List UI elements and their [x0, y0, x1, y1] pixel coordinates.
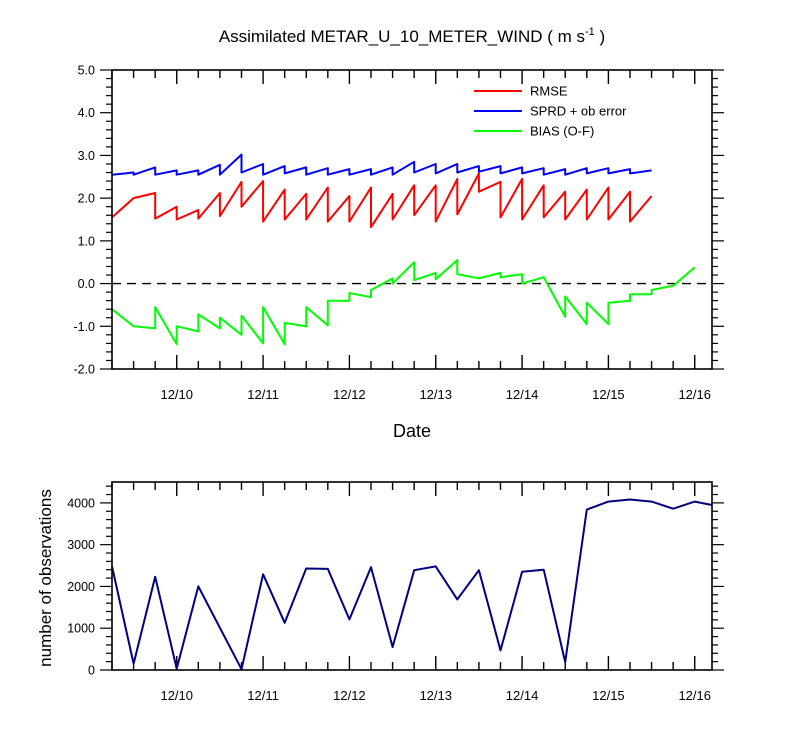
bottom-y-tick-label: 2000 — [67, 580, 95, 594]
bottom-x-tick-label: 12/15 — [592, 688, 625, 703]
top-x-tick-label: 12/16 — [678, 387, 711, 402]
bottom-x-tick-label: 12/16 — [678, 688, 711, 703]
bottom-chart-panel: 12/10 12/11 12/12 12/13 12/14 12/15 12/16 0 1000… — [36, 481, 724, 703]
top-y-tick-label: 5.0 — [78, 64, 95, 78]
chart-title: Assimilated METAR_U_10_METER_WIND ( m s-… — [219, 26, 605, 46]
top-plot-frame — [111, 69, 713, 370]
top-series-line-sprd-ob-error — [111, 153, 652, 176]
bottom-plot-frame — [111, 481, 713, 671]
top-y-tick-label: -1.0 — [73, 320, 95, 334]
bottom-y-axis-label: number of observations — [36, 489, 55, 667]
bottom-y-tick-label: 3000 — [67, 538, 95, 552]
top-x-tick-label: 12/14 — [506, 387, 539, 402]
top-x-tick-label: 12/10 — [160, 387, 193, 402]
top-series-line-bias-o-f — [111, 259, 696, 346]
top-y-tick-label: 3.0 — [78, 149, 95, 163]
top-y-tick-label: 2.0 — [78, 192, 95, 206]
bottom-y-tick-label: 0 — [88, 664, 95, 678]
bottom-x-tick-label: 12/12 — [333, 688, 366, 703]
top-x-tick-label: 12/13 — [419, 387, 452, 402]
legend-label-rmse: RMSE — [530, 84, 568, 99]
top-y-tick-label: 0.0 — [78, 277, 95, 291]
top-y-tick-label: 4.0 — [78, 106, 95, 120]
top-chart-panel: 12/10 12/11 12/12 12/13 12/14 12/15 12/16 -2.0 -… — [73, 64, 724, 441]
bottom-y-tick-label: 1000 — [67, 622, 95, 636]
legend-label-bias-o-f: BIAS (O-F) — [530, 124, 594, 139]
top-y-tick-label: -2.0 — [73, 363, 95, 377]
legend-label-sprd-ob-error: SPRD + ob error — [530, 104, 627, 119]
top-x-axis-label: Date — [393, 421, 431, 441]
top-series-line-rmse — [111, 172, 653, 229]
top-y-tick-label: 1.0 — [78, 234, 95, 248]
bottom-x-tick-label: 12/11 — [247, 688, 279, 703]
bottom-x-tick-label: 12/10 — [160, 688, 193, 703]
top-x-tick-label: 12/12 — [333, 387, 366, 402]
bottom-y-tick-label: 4000 — [67, 496, 95, 510]
top-x-tick-label: 12/15 — [592, 387, 625, 402]
bottom-x-tick-label: 12/14 — [506, 688, 539, 703]
bottom-series-line-number-of-observations — [111, 498, 713, 671]
top-x-tick-label: 12/11 — [247, 387, 279, 402]
bottom-x-tick-label: 12/13 — [419, 688, 452, 703]
